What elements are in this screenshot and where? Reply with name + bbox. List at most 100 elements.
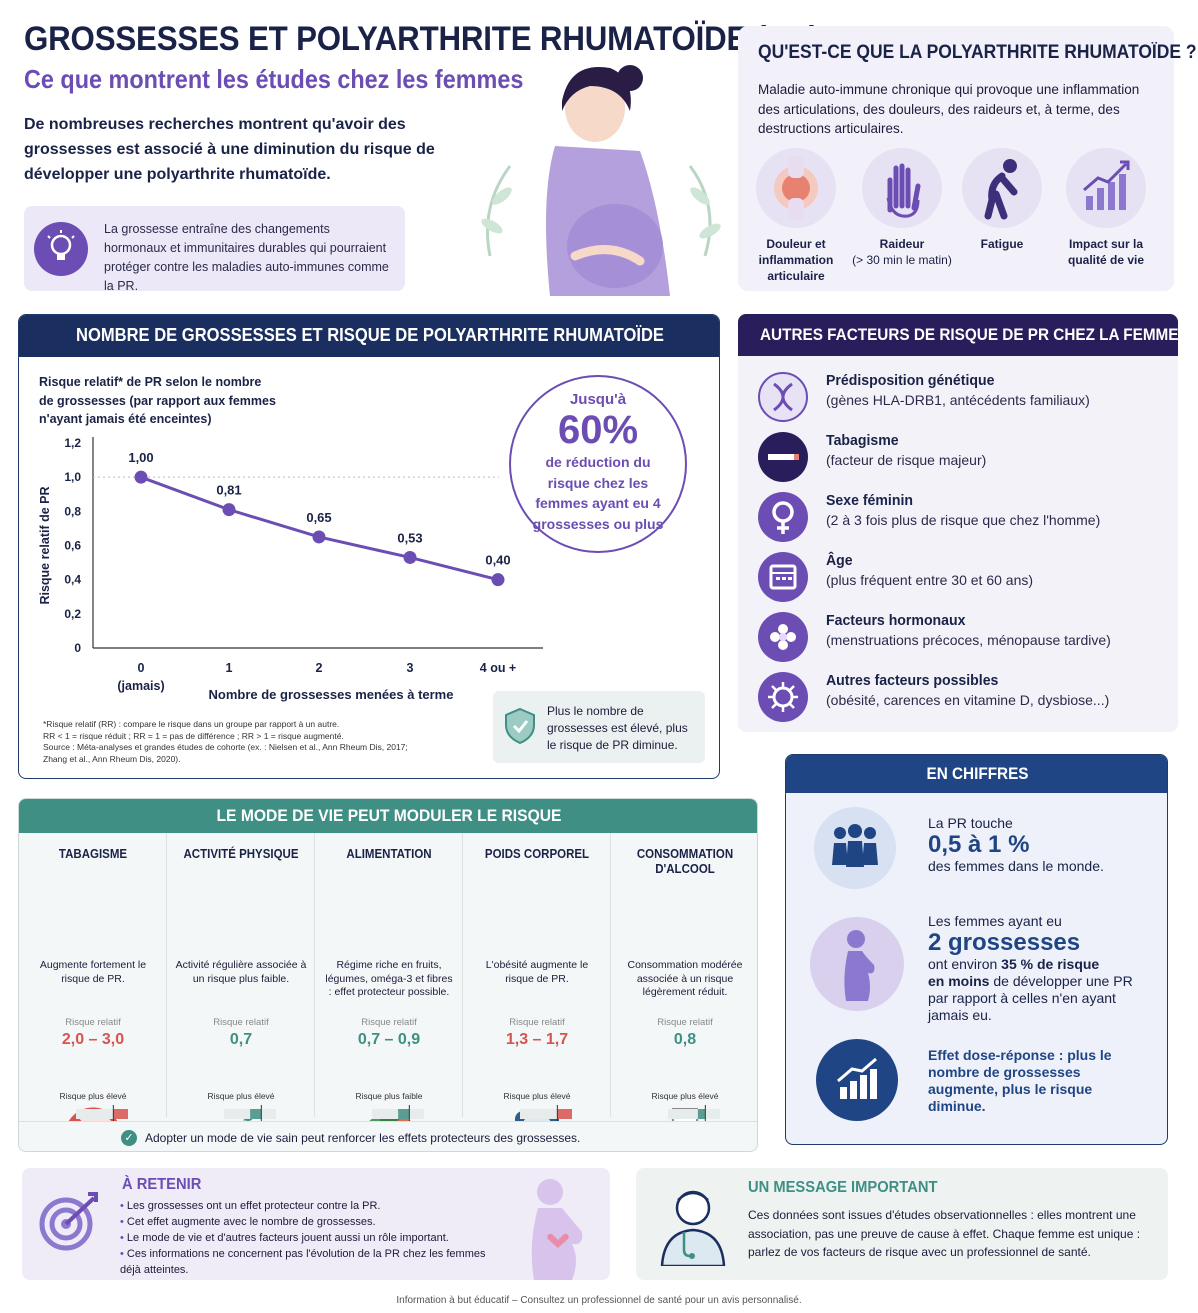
lifestyle-column-desc: L'obésité augmente le risque de PR.	[485, 959, 589, 985]
wine-glass-icon: 0123	[650, 887, 720, 1151]
figure-prevalence-value: 0,5 à 1 %	[928, 831, 1030, 858]
lifestyle-column: TABAGISME 0123 Augmente fortement le ris…	[19, 833, 167, 1151]
data-point	[491, 573, 505, 587]
other-risk-factors-panel: AUTRES FACTEURS DE RISQUE DE PR CHEZ LA …	[738, 314, 1178, 732]
figure-two-post: de développer une PR par rapport à celle…	[928, 973, 1133, 1023]
data-label: 0,81	[216, 483, 241, 498]
relative-risk-label: Risque relatif	[213, 1017, 269, 1028]
lifestyle-column-desc: Activité régulière associée à un risque …	[175, 959, 307, 985]
y-tick-label: 0,8	[64, 504, 81, 518]
lifestyle-title: LE MODE DE VIE PEUT MODULER LE RISQUE	[216, 806, 562, 825]
lifestyle-column: ACTIVITÉ PHYSIQUE 0123 Activité régulièr…	[167, 833, 315, 1151]
relative-risk-label: Risque relatif	[657, 1017, 713, 1028]
page-title: GROSSESSES ET POLYARTHRITE RHUMATOÏDE (P…	[24, 20, 820, 58]
factor-title: Sexe féminin	[826, 492, 913, 509]
factor-title: Autres facteurs possibles	[826, 672, 999, 689]
chart-panel-header: NOMBRE DE GROSSESSES ET RISQUE DE POLYAR…	[19, 315, 719, 357]
y-axis-label: Risque relatif de PR	[38, 486, 52, 604]
key-figures-header: EN CHIFFRES	[786, 755, 1167, 793]
tired-person-icon	[962, 148, 1042, 228]
joint-icon	[756, 148, 836, 228]
key-takeaways-title: À RETENIR	[122, 1176, 202, 1193]
what-is-ra-title: QU'EST-CE QUE LA POLYARTHRITE RHUMATOÏDE…	[758, 42, 1197, 63]
figure-two-pre: Les femmes ayant eu	[928, 913, 1062, 929]
calendar-icon	[758, 552, 808, 602]
relative-risk-value: 0,7	[229, 1031, 253, 1048]
chart-up-icon	[1066, 148, 1146, 228]
lifestyle-column-title: CONSOMMATION D'ALCOOL	[636, 847, 734, 876]
data-label: 0,53	[397, 530, 422, 545]
doctor-icon	[656, 1180, 730, 1271]
x-axis-label: Nombre de grossesses menées à terme	[209, 687, 454, 702]
risk-scale	[315, 1051, 463, 1089]
important-message-panel: UN MESSAGE IMPORTANT Ces données sont is…	[636, 1168, 1168, 1280]
lifestyle-column: ALIMENTATION 0123 Régime riche en fruits…	[315, 833, 463, 1151]
hormone-note-text: La grossesse entraîne des changements ho…	[104, 222, 389, 293]
factor-age: Âge (plus fréquent entre 30 et 60 ans)	[758, 548, 1168, 604]
factor-smoking: Tabagisme (facteur de risque majeur)	[758, 428, 1168, 484]
cigarette-icon	[758, 432, 808, 482]
pregnant-silhouette-icon	[500, 1174, 600, 1280]
relative-risk-value: 2,0 – 3,0	[61, 1031, 125, 1048]
symptom-stiffness-sub: (> 30 min le matin)	[852, 253, 952, 267]
symptom-pain: Douleur et inflammation articulaire	[746, 148, 846, 284]
x-tick-sublabel: (jamais)	[117, 679, 164, 693]
relative-risk-value: 0,7 – 0,9	[357, 1031, 421, 1048]
y-tick-label: 0	[74, 641, 81, 655]
what-is-ra-description: Maladie auto-immune chronique qui provoq…	[758, 82, 1140, 136]
symptom-quality-of-life: Impact sur la qualité de vie	[1056, 148, 1156, 268]
factor-desc: (plus fréquent entre 30 et 60 ans)	[826, 572, 1034, 588]
female-symbol-icon	[758, 492, 808, 542]
shield-note-box: Plus le nombre de grossesses est élevé, …	[493, 691, 705, 763]
risk-range-bar	[113, 1109, 128, 1119]
women-group-icon	[814, 807, 896, 889]
figure-two-less: en moins	[928, 973, 990, 989]
relative-risk-value: 0,8	[673, 1031, 697, 1048]
data-point	[403, 550, 417, 564]
lifestyle-footer: ✓ Adopter un mode de vie sain peut renfo…	[19, 1121, 757, 1151]
lifestyle-footer-text: Adopter un mode de vie sain peut renforc…	[145, 1131, 581, 1145]
figure-prevalence-post: des femmes dans le monde.	[928, 858, 1104, 874]
relative-risk-label: Risque relatif	[65, 1017, 121, 1028]
risk-scale-caption: Risque plus faible	[355, 1091, 423, 1101]
factors-header: AUTRES FACTEURS DE RISQUE DE PR CHEZ LA …	[738, 314, 1178, 356]
intro-text: De nombreuses recherches montrent qu'avo…	[24, 116, 435, 183]
x-tick-label: 2	[316, 661, 323, 675]
runner-icon: 0123	[206, 887, 276, 1151]
lifestyle-column-desc: Augmente fortement le risque de PR.	[39, 959, 147, 985]
pregnant-silhouette-icon	[810, 917, 904, 1011]
factor-title: Tabagisme	[826, 432, 899, 449]
relative-risk-label: Risque relatif	[361, 1017, 417, 1028]
chart-panel-title: NOMBRE DE GROSSESSES ET RISQUE DE POLYAR…	[76, 325, 664, 345]
figure-prevalence-pre: La PR touche	[928, 815, 1013, 831]
y-tick-label: 1,0	[64, 470, 81, 484]
chart-up-icon	[816, 1039, 898, 1121]
risk-scale-track	[372, 1109, 424, 1119]
figure-dose-response: Effet dose-réponse : plus le nombre de g…	[928, 1047, 1112, 1114]
lifestyle-column-title: ACTIVITÉ PHYSIQUE	[183, 847, 299, 861]
risk-scale-caption: Risque plus élevé	[503, 1091, 571, 1101]
what-is-ra-panel: QU'EST-CE QUE LA POLYARTHRITE RHUMATOÏDE…	[738, 26, 1197, 291]
symptom-fatigue-label: Fatigue	[980, 237, 1024, 251]
y-tick-label: 0,6	[64, 539, 81, 553]
data-label: 0,40	[485, 553, 510, 568]
reduction-highlight-circle: Jusqu'à 60% de réduction du risque chez …	[509, 375, 687, 553]
risk-range-bar	[250, 1109, 262, 1119]
x-tick-label: 3	[407, 661, 414, 675]
list-item: Les grossesses ont un effet protecteur c…	[120, 1198, 490, 1214]
figure-two-pregnancies: Les femmes ayant eu 2 grossesses ont env…	[928, 913, 1143, 1024]
x-tick-label: 1	[226, 661, 233, 675]
check-icon: ✓	[121, 1130, 137, 1146]
factor-desc: (facteur de risque majeur)	[826, 452, 987, 468]
key-takeaways-list: Les grossesses ont un effet protecteur c…	[120, 1198, 490, 1278]
symptom-stiffness-label: Raideur	[879, 237, 925, 251]
factor-title: Prédisposition génétique	[826, 372, 995, 389]
factor-other: Autres facteurs possibles (obésité, care…	[758, 668, 1168, 724]
important-message-text: Ces données sont issues d'études observa…	[748, 1208, 1141, 1259]
symptom-stiffness: Raideur (> 30 min le matin)	[852, 148, 952, 268]
lifestyle-column-desc: Régime riche en fruits, légumes, oméga-3…	[325, 959, 453, 998]
figure-two-pct: 35 % de risque	[1001, 956, 1100, 972]
list-item: Ces informations ne concernent pas l'évo…	[120, 1246, 490, 1278]
risk-scale-caption: Risque plus élevé	[59, 1091, 127, 1101]
lifestyle-column-title: POIDS CORPOREL	[484, 847, 590, 861]
